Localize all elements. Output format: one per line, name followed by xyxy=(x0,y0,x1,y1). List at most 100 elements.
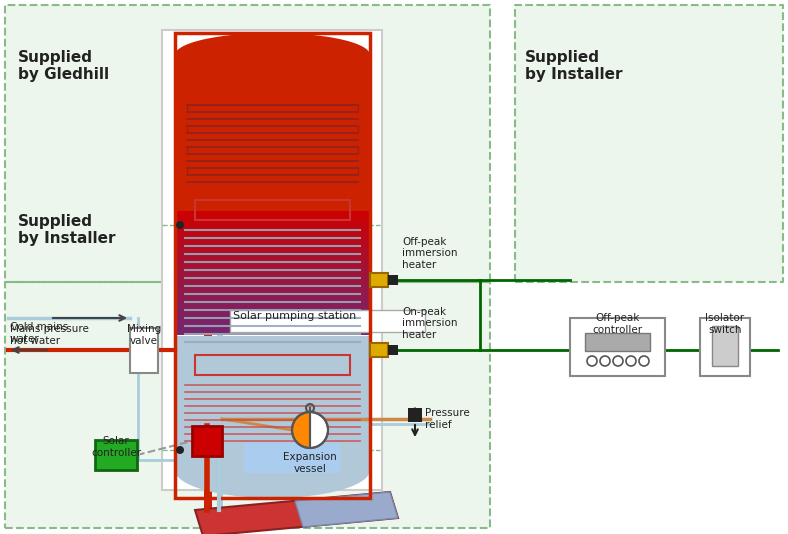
Bar xyxy=(175,232,370,234)
Bar xyxy=(175,312,370,314)
Bar xyxy=(175,277,370,278)
Bar xyxy=(175,273,370,275)
Polygon shape xyxy=(515,5,783,282)
Bar xyxy=(175,255,370,257)
Bar xyxy=(175,252,370,253)
Bar xyxy=(175,239,370,240)
Bar xyxy=(585,333,650,351)
Bar xyxy=(175,237,370,238)
Bar xyxy=(175,334,370,335)
Bar xyxy=(175,328,370,330)
Bar xyxy=(175,282,370,284)
Bar xyxy=(175,223,370,224)
Bar xyxy=(175,238,370,239)
Bar xyxy=(388,345,398,355)
Bar xyxy=(408,408,422,422)
Bar xyxy=(175,310,370,312)
Bar xyxy=(175,289,370,291)
Bar xyxy=(217,50,223,510)
Bar xyxy=(175,331,370,332)
Bar xyxy=(175,308,370,309)
Bar xyxy=(195,355,350,375)
Bar xyxy=(175,261,370,262)
Bar xyxy=(175,302,370,304)
Text: Solar pumping station: Solar pumping station xyxy=(233,311,356,321)
Bar xyxy=(130,328,158,373)
Bar xyxy=(175,301,370,302)
Bar xyxy=(175,285,370,286)
Bar xyxy=(175,318,370,320)
Text: Off-peak
controller: Off-peak controller xyxy=(593,313,642,335)
Bar xyxy=(175,313,370,315)
Bar xyxy=(175,269,370,270)
Bar xyxy=(175,258,370,260)
Bar xyxy=(175,270,370,271)
Bar xyxy=(175,316,370,317)
Bar xyxy=(175,280,370,282)
Bar xyxy=(242,415,342,475)
Bar xyxy=(175,288,370,290)
Bar xyxy=(175,318,370,319)
Wedge shape xyxy=(292,412,310,448)
Bar xyxy=(370,273,388,287)
Bar xyxy=(175,292,370,293)
Bar xyxy=(175,305,370,307)
Bar xyxy=(204,50,212,510)
Bar xyxy=(175,302,370,303)
Bar xyxy=(175,329,370,331)
Bar xyxy=(175,247,370,249)
Bar xyxy=(175,336,370,470)
Bar xyxy=(570,318,665,376)
Bar xyxy=(175,304,370,306)
Bar xyxy=(175,287,370,288)
Bar xyxy=(175,224,370,226)
Bar xyxy=(175,33,370,498)
Bar xyxy=(175,264,370,266)
Bar xyxy=(175,307,370,308)
Bar xyxy=(175,310,370,311)
Bar xyxy=(175,221,370,222)
Bar xyxy=(175,319,370,321)
Bar xyxy=(175,295,370,297)
Bar xyxy=(192,426,222,456)
Bar xyxy=(175,299,370,300)
Bar xyxy=(388,275,398,285)
Bar xyxy=(175,247,370,248)
Bar xyxy=(175,279,370,280)
Text: Expansion
vessel: Expansion vessel xyxy=(283,452,337,474)
Polygon shape xyxy=(295,492,398,527)
Text: Supplied
by Gledhill: Supplied by Gledhill xyxy=(18,50,109,82)
Bar xyxy=(175,217,370,219)
Bar xyxy=(175,321,370,323)
Bar xyxy=(175,263,370,264)
Bar xyxy=(244,443,340,473)
Bar xyxy=(175,225,370,227)
Bar xyxy=(175,290,370,292)
Text: Isolator
switch: Isolator switch xyxy=(705,313,745,335)
Text: Mains pressure
hot water: Mains pressure hot water xyxy=(10,324,89,346)
Text: Pressure
relief: Pressure relief xyxy=(425,408,470,429)
Bar xyxy=(175,317,370,318)
Bar xyxy=(175,274,370,276)
Text: Off-peak
immersion
heater: Off-peak immersion heater xyxy=(402,237,458,270)
Bar xyxy=(175,260,370,261)
Polygon shape xyxy=(195,492,398,534)
Bar xyxy=(175,276,370,277)
Bar xyxy=(175,278,370,279)
Bar xyxy=(175,256,370,258)
Bar xyxy=(175,241,370,243)
Text: Supplied
by Installer: Supplied by Installer xyxy=(18,214,116,246)
Bar xyxy=(175,231,370,232)
Bar xyxy=(175,326,370,327)
Bar xyxy=(175,224,370,225)
Bar xyxy=(175,311,370,313)
Bar xyxy=(175,250,370,252)
Polygon shape xyxy=(175,470,370,498)
Bar xyxy=(175,286,370,287)
Bar xyxy=(175,262,370,263)
Bar xyxy=(230,310,425,332)
Bar xyxy=(175,240,370,242)
Bar xyxy=(175,216,370,218)
Bar xyxy=(175,255,370,256)
Bar xyxy=(175,213,370,214)
